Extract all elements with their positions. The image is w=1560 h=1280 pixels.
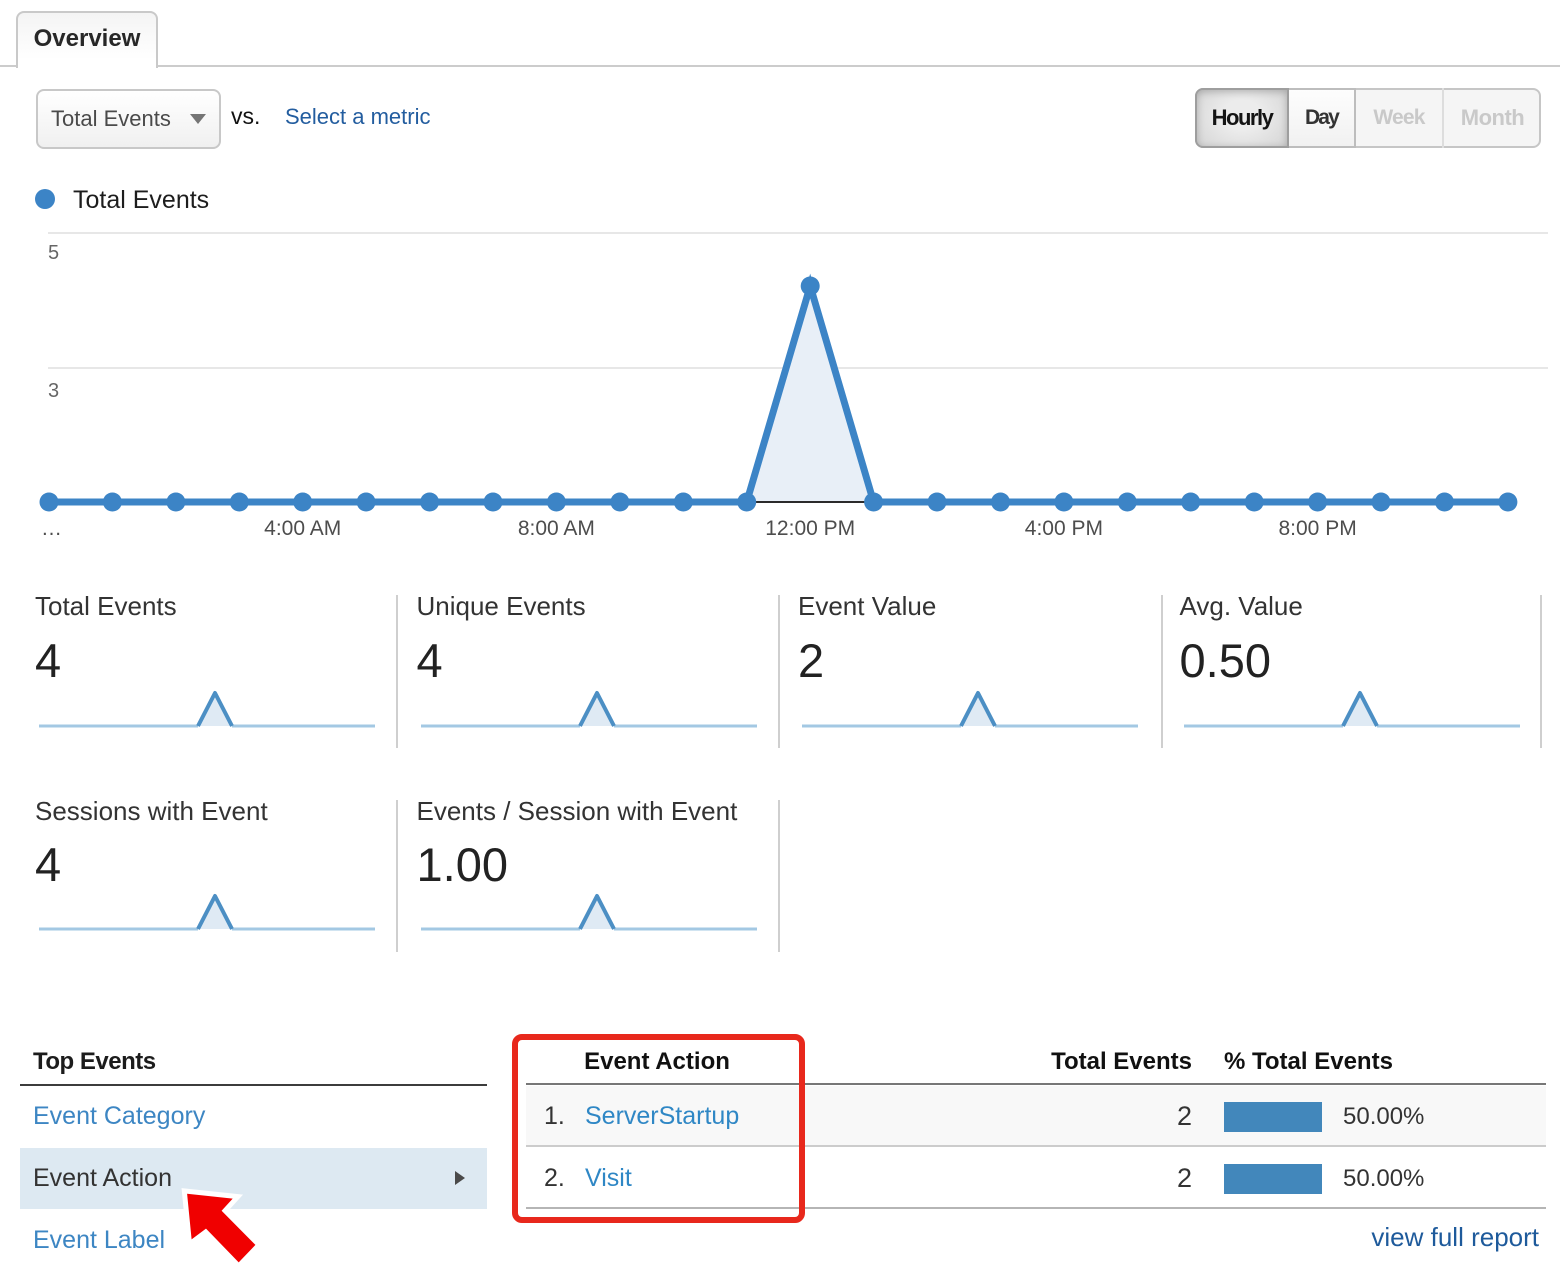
svg-text:3: 3 bbox=[48, 380, 59, 402]
svg-text:12:00 PM: 12:00 PM bbox=[765, 517, 855, 540]
svg-text:4:00 AM: 4:00 AM bbox=[264, 517, 341, 540]
svg-text:8:00 PM: 8:00 PM bbox=[1278, 517, 1356, 540]
svg-text:4:00 PM: 4:00 PM bbox=[1025, 517, 1103, 540]
svg-text:8:00 AM: 8:00 AM bbox=[518, 517, 595, 540]
svg-text:5: 5 bbox=[48, 242, 59, 264]
svg-text:…: … bbox=[41, 517, 62, 540]
